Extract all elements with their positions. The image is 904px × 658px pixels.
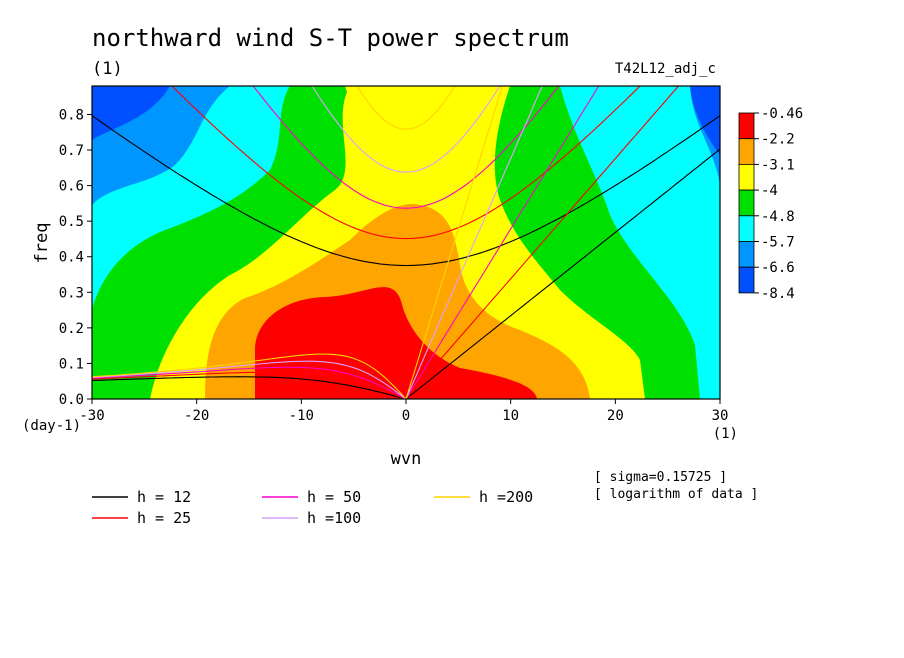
dispersion-legend: h = 12 h = 25 h = 50 h =100 h =200 bbox=[92, 488, 533, 527]
colorbar-label: -0.46 bbox=[761, 106, 803, 122]
colorbar-label: -3.1 bbox=[761, 157, 795, 173]
colorbar-label: -4 bbox=[761, 183, 778, 199]
x-tick-label: 10 bbox=[502, 408, 519, 424]
colorbar-label: -2.2 bbox=[761, 132, 795, 148]
colorbar-label: -6.6 bbox=[761, 260, 795, 276]
y-tick-label: 0.8 bbox=[59, 107, 84, 123]
chart-title: northward wind S-T power spectrum bbox=[92, 24, 569, 52]
legend-label: h = 12 bbox=[137, 488, 191, 506]
x-tick-label: -10 bbox=[289, 408, 314, 424]
colorbar-swatch bbox=[738, 241, 755, 268]
x-tick-label: 30 bbox=[712, 408, 729, 424]
x-tick-label: -20 bbox=[184, 408, 209, 424]
y-tick-label: 0.4 bbox=[59, 250, 84, 266]
legend-label: h = 25 bbox=[137, 509, 191, 527]
y-tick-label: 0.0 bbox=[59, 392, 84, 408]
y-tick-label: 0.1 bbox=[59, 356, 84, 372]
contour-level-7 bbox=[92, 86, 170, 140]
colorbar-swatch bbox=[738, 266, 755, 294]
colorbar-swatch bbox=[738, 215, 755, 242]
y-tick-label: 0.2 bbox=[59, 321, 84, 337]
y-tick-label: 0.6 bbox=[59, 179, 84, 195]
x-tick-label: 0 bbox=[402, 408, 410, 424]
dispersion-curve-kelvin bbox=[405, 86, 543, 399]
legend-label: h =200 bbox=[479, 488, 533, 506]
y-axis: 0.0 0.1 0.2 0.3 0.4 0.5 0.6 0.7 0.8 bbox=[59, 107, 92, 408]
x-tick-label: -30 bbox=[79, 408, 104, 424]
contour-fill bbox=[92, 86, 720, 399]
run-label: T42L12_adj_c bbox=[615, 61, 716, 77]
x-axis-unit: (1) bbox=[713, 426, 738, 442]
legend-label: h = 50 bbox=[307, 488, 361, 506]
colorbar-swatch bbox=[738, 138, 755, 165]
dispersion-curve-kelvin bbox=[405, 86, 600, 399]
colorbar-swatch bbox=[738, 189, 755, 217]
x-axis: -30 -20 -10 0 10 20 30 bbox=[79, 399, 728, 424]
colorbar-label: -8.4 bbox=[761, 286, 795, 302]
note-log: [ logarithm of data ] bbox=[594, 487, 758, 502]
dispersion-curve-kelvin bbox=[405, 148, 720, 399]
y-tick-label: 0.7 bbox=[59, 143, 84, 159]
dispersion-curve-rossby bbox=[92, 376, 407, 399]
dispersion-curve-ig bbox=[92, 115, 720, 267]
contour-level-7 bbox=[690, 86, 720, 155]
chart-title-unit: (1) bbox=[92, 59, 123, 79]
colorbar: -0.46 -2.2 -3.1 -4 -4.8 -5.7 -6.6 -8.4 bbox=[738, 106, 803, 302]
y-axis-unit: (day-1) bbox=[22, 418, 81, 434]
dispersion-curve-ig bbox=[311, 86, 501, 173]
colorbar-swatch bbox=[738, 112, 755, 140]
y-tick-label: 0.5 bbox=[59, 214, 84, 230]
legend-label: h =100 bbox=[307, 509, 361, 527]
dispersion-curve-kelvin bbox=[405, 86, 680, 399]
colorbar-swatch bbox=[738, 163, 755, 191]
dispersion-curve-ig bbox=[252, 86, 560, 209]
x-axis-label: wvn bbox=[391, 449, 422, 469]
y-axis-label: freq bbox=[32, 223, 52, 264]
colorbar-label: -5.7 bbox=[761, 235, 795, 251]
colorbar-label: -4.8 bbox=[761, 209, 795, 225]
dispersion-curve-rossby bbox=[92, 353, 407, 399]
dispersion-curve-rossby bbox=[92, 371, 407, 399]
contour-level-3 bbox=[345, 86, 480, 126]
contour-level-1 bbox=[255, 287, 537, 399]
dispersion-curve-rossby bbox=[92, 360, 407, 399]
y-tick-label: 0.3 bbox=[59, 285, 84, 301]
note-sigma: [ sigma=0.15725 ] bbox=[594, 470, 727, 485]
x-tick-label: 20 bbox=[607, 408, 624, 424]
dispersion-curve-rossby bbox=[92, 366, 407, 399]
dispersion-curve-ig bbox=[171, 86, 641, 240]
dispersion-curves bbox=[92, 86, 720, 399]
dispersion-curve-ig bbox=[356, 86, 456, 130]
dispersion-curve-kelvin bbox=[405, 86, 503, 399]
